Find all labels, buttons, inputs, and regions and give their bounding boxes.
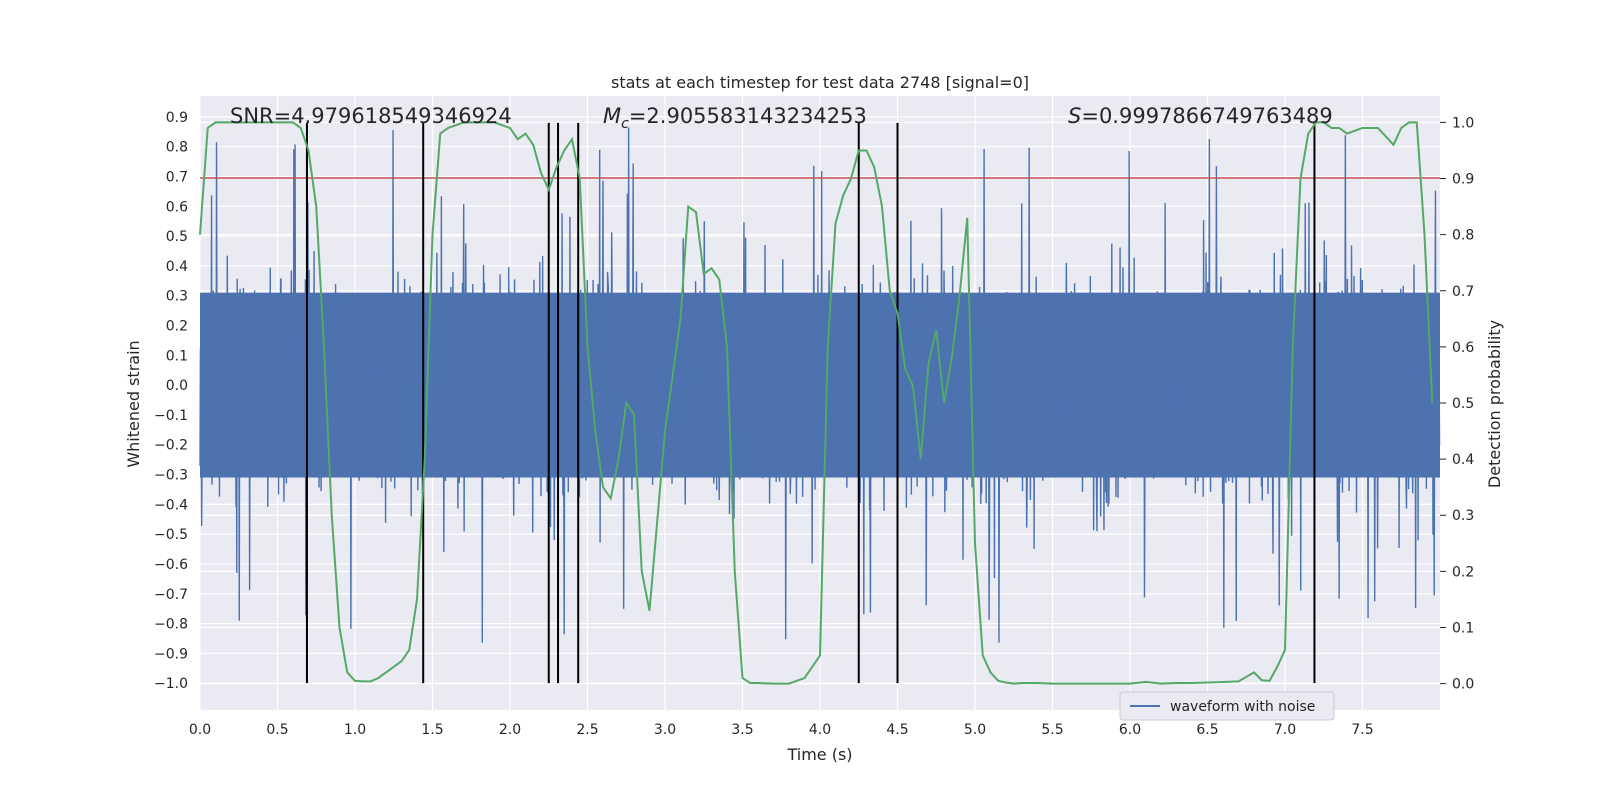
y-tick-label: 0.9 [166, 110, 188, 126]
waveform-noise-trace [199, 127, 1441, 643]
chirp-mass-annotation: Mc=2.905583143234253 [603, 104, 867, 132]
y-tick-label: −0.3 [154, 468, 188, 484]
y2-tick-label: 0.6 [1452, 340, 1474, 356]
y2-tick-label: 0.5 [1452, 396, 1474, 412]
y-tick-label: −0.1 [154, 408, 188, 424]
x-tick-label: 3.5 [731, 722, 753, 738]
y-tick-label: 0.8 [166, 140, 188, 156]
s-value: =0.9997866749763489 [1081, 104, 1332, 128]
x-tick-label: 7.5 [1351, 722, 1373, 738]
chirp-mass-subscript: c [621, 116, 629, 132]
x-tick-label: 2.0 [499, 722, 521, 738]
overlay-lines [200, 122, 1440, 684]
y-tick-label: 0.1 [166, 348, 188, 364]
x-tick-label: 4.5 [886, 722, 908, 738]
x-tick-label: 1.5 [421, 722, 443, 738]
detection-probability-line [199, 121, 1434, 685]
y-tick-label: 0.4 [166, 259, 188, 275]
axis-ticks: 0.0 0.5 1.0 1.5 2.0 2.5 3.0 3.5 4.0 4.5 5.0 5.5 6.0 6… [154, 110, 1474, 738]
y2-tick-label: 0.9 [1452, 172, 1474, 188]
y-tick-label: −1.0 [154, 676, 188, 692]
y-tick-label: −0.6 [154, 557, 188, 573]
y2-tick-label: 0.3 [1452, 508, 1474, 524]
legend-box [1119, 691, 1335, 721]
x-tick-label: 7.0 [1274, 722, 1296, 738]
y-tick-label: 0.2 [166, 319, 188, 335]
y2-tick-label: 0.2 [1452, 564, 1474, 580]
legend-label: waveform with noise [1170, 699, 1315, 715]
y-tick-label: −0.7 [154, 587, 188, 603]
chirp-mass-symbol: M [603, 104, 621, 128]
s-symbol: S [1068, 104, 1081, 128]
x-tick-label: 5.5 [1041, 722, 1063, 738]
y-tick-label: −0.8 [154, 617, 188, 633]
y2-tick-label: 0.4 [1452, 452, 1474, 468]
waveform-with-noise-series [199, 127, 1441, 643]
x-axis-label: Time (s) [786, 745, 852, 764]
y2-tick-label: 0.7 [1452, 284, 1474, 300]
x-tick-label: 6.5 [1196, 722, 1218, 738]
y-tick-label: 0.7 [166, 169, 188, 185]
legend: waveform with noise [1119, 691, 1335, 721]
y-tick-label: −0.5 [154, 527, 188, 543]
y2-tick-label: 0.8 [1452, 228, 1474, 244]
chirp-mass-value: =2.905583143234253 [629, 104, 867, 128]
x-tick-label: 2.5 [576, 722, 598, 738]
y-tick-label: 0.6 [166, 199, 188, 215]
y-tick-label: −0.4 [154, 497, 188, 513]
y2-tick-label: 0.0 [1452, 677, 1474, 693]
y-tick-label: −0.9 [154, 646, 188, 662]
x-tick-label: 0.5 [266, 722, 288, 738]
detection-probability-series [199, 121, 1434, 685]
x-tick-label: 1.0 [344, 722, 366, 738]
y2-tick-label: 0.1 [1452, 620, 1474, 636]
y-tick-label: 0.5 [166, 229, 188, 245]
chart-title: stats at each timestep for test data 274… [611, 73, 1029, 92]
y2-tick-label: 1.0 [1452, 115, 1474, 131]
x-tick-label: 3.0 [654, 722, 676, 738]
snr-annotation: SNR=4.979618549346924 [230, 104, 512, 128]
x-tick-label: 6.0 [1119, 722, 1141, 738]
y-tick-label: −0.2 [154, 438, 188, 454]
y-axis-label: Whitened strain [124, 340, 143, 467]
y-tick-label: 0.0 [166, 378, 188, 394]
x-tick-label: 0.0 [189, 722, 211, 738]
x-tick-label: 5.0 [964, 722, 986, 738]
y2-axis-label: Detection probability [1485, 320, 1504, 488]
x-tick-label: 4.0 [809, 722, 831, 738]
s-annotation: S=0.9997866749763489 [1068, 104, 1333, 128]
y-tick-label: 0.3 [166, 289, 188, 305]
